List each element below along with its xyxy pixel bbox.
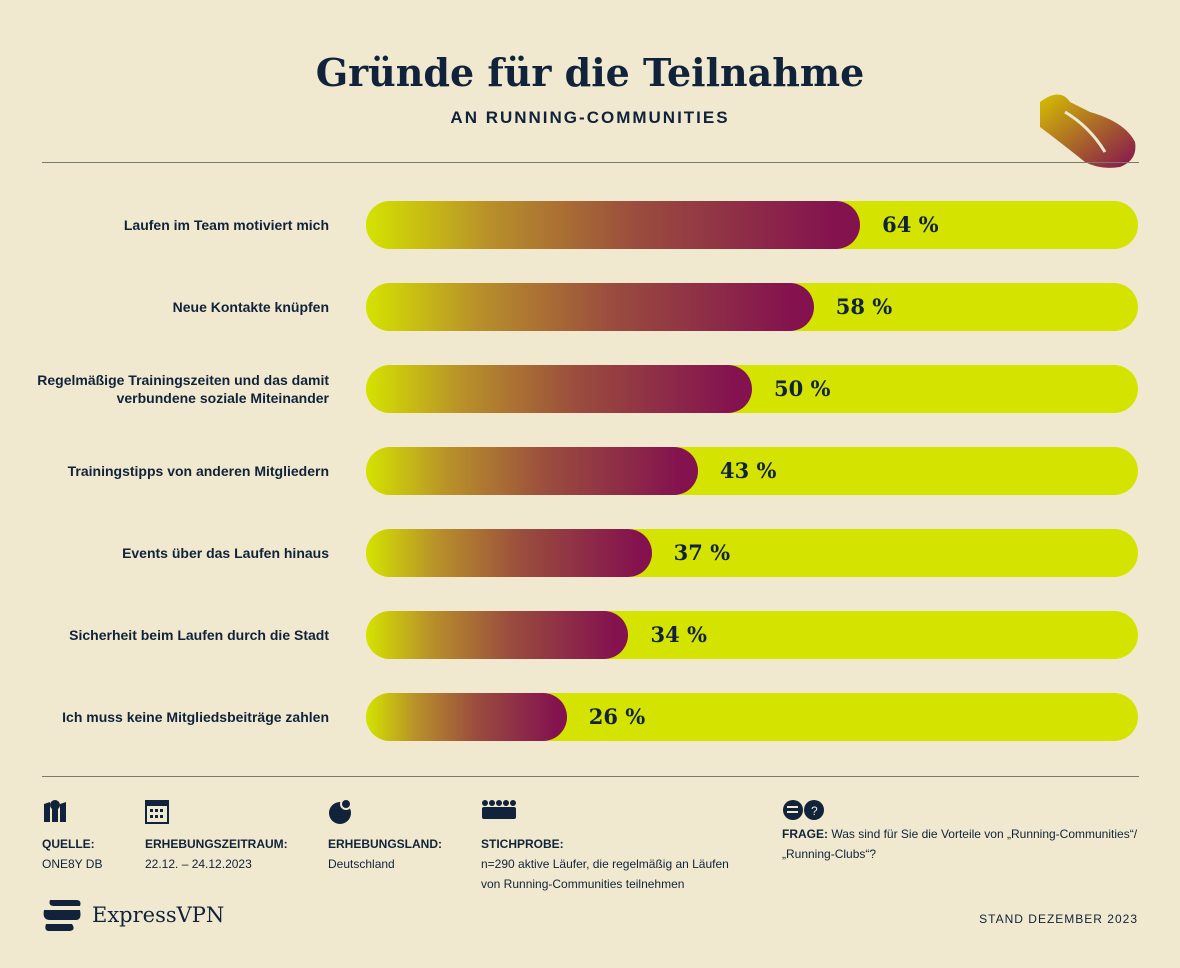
category-label: Laufen im Team motiviert mich	[123, 217, 329, 233]
chart-subtitle: AN RUNNING-COMMUNITIES	[450, 108, 730, 127]
category-label: Neue Kontakte knüpfen	[172, 299, 329, 315]
bar	[366, 283, 814, 331]
category-label: Regelmäßige Trainingszeiten und das dami…	[37, 372, 329, 406]
bar	[366, 365, 752, 413]
bar	[366, 611, 629, 659]
country-block: ERHEBUNGSLAND: Deutschland	[328, 798, 442, 874]
bar-track: 58 %	[366, 283, 1138, 331]
source-block: QUELLE: ONE8Y DB	[42, 798, 102, 874]
question-label: FRAGE:	[782, 827, 828, 841]
bar	[366, 201, 861, 249]
question-block: ? FRAGE: Was sind für Sie die Vorteile v…	[782, 798, 1142, 864]
calendar-icon	[145, 800, 169, 824]
data-label: 26 %	[588, 704, 646, 729]
category-label: Trainingstipps von anderen Mitgliedern	[67, 463, 329, 479]
bar-track: 37 %	[366, 529, 1138, 577]
question-chat-icon: ?	[783, 800, 824, 820]
data-label: 58 %	[835, 294, 893, 319]
bar	[366, 529, 652, 577]
map-pin-icon	[44, 800, 66, 822]
expressvpn-logo: ExpressVPN	[42, 898, 224, 932]
bar	[366, 447, 698, 495]
bar	[366, 693, 567, 741]
data-label: 50 %	[774, 376, 831, 401]
data-label: 37 %	[673, 540, 731, 565]
globe-pin-icon	[329, 798, 352, 824]
period-block: ERHEBUNGSZEITRAUM: 22.12. – 24.12.2023	[145, 798, 288, 874]
running-shoe-icon	[1040, 94, 1136, 168]
category-label: Sicherheit beim Laufen durch die Stadt	[69, 627, 329, 643]
sample-value: n=290 aktive Läufer, die regelmäßig an L…	[481, 857, 729, 891]
svg-text:?: ?	[811, 804, 818, 818]
question-value: Was sind für Sie die Vorteile von „Runni…	[782, 827, 1138, 861]
category-label: Events über das Laufen hinaus	[122, 545, 329, 561]
expressvpn-logo-icon	[43, 900, 81, 931]
period-value: 22.12. – 24.12.2023	[145, 857, 252, 871]
people-group-icon	[482, 800, 516, 819]
bar-track: 43 %	[366, 447, 1138, 495]
bar-track: 50 %	[366, 365, 1138, 413]
country-label: ERHEBUNGSLAND:	[328, 837, 442, 851]
divider	[42, 162, 1139, 163]
data-label: 64 %	[882, 212, 939, 237]
source-value: ONE8Y DB	[42, 857, 103, 871]
date-note: STAND DEZEMBER 2023	[979, 912, 1138, 926]
data-label: 34 %	[650, 622, 707, 647]
chart-title: Gründe für die Teilnahme	[315, 50, 865, 95]
data-label: 43 %	[719, 458, 777, 483]
bar-track: 34 %	[366, 611, 1138, 659]
bar-track: 26 %	[366, 693, 1138, 741]
bar-track: 64 %	[366, 201, 1138, 249]
sample-label: STICHPROBE:	[481, 837, 564, 851]
country-value: Deutschland	[328, 857, 395, 871]
period-label: ERHEBUNGSZEITRAUM:	[145, 837, 288, 851]
source-label: QUELLE:	[42, 837, 95, 851]
sample-block: STICHPROBE: n=290 aktive Läufer, die rege…	[481, 798, 751, 894]
category-label: Ich muss keine Mitgliedsbeiträge zahlen	[62, 709, 329, 725]
brand-name: ExpressVPN	[92, 903, 225, 927]
divider	[42, 776, 1139, 777]
